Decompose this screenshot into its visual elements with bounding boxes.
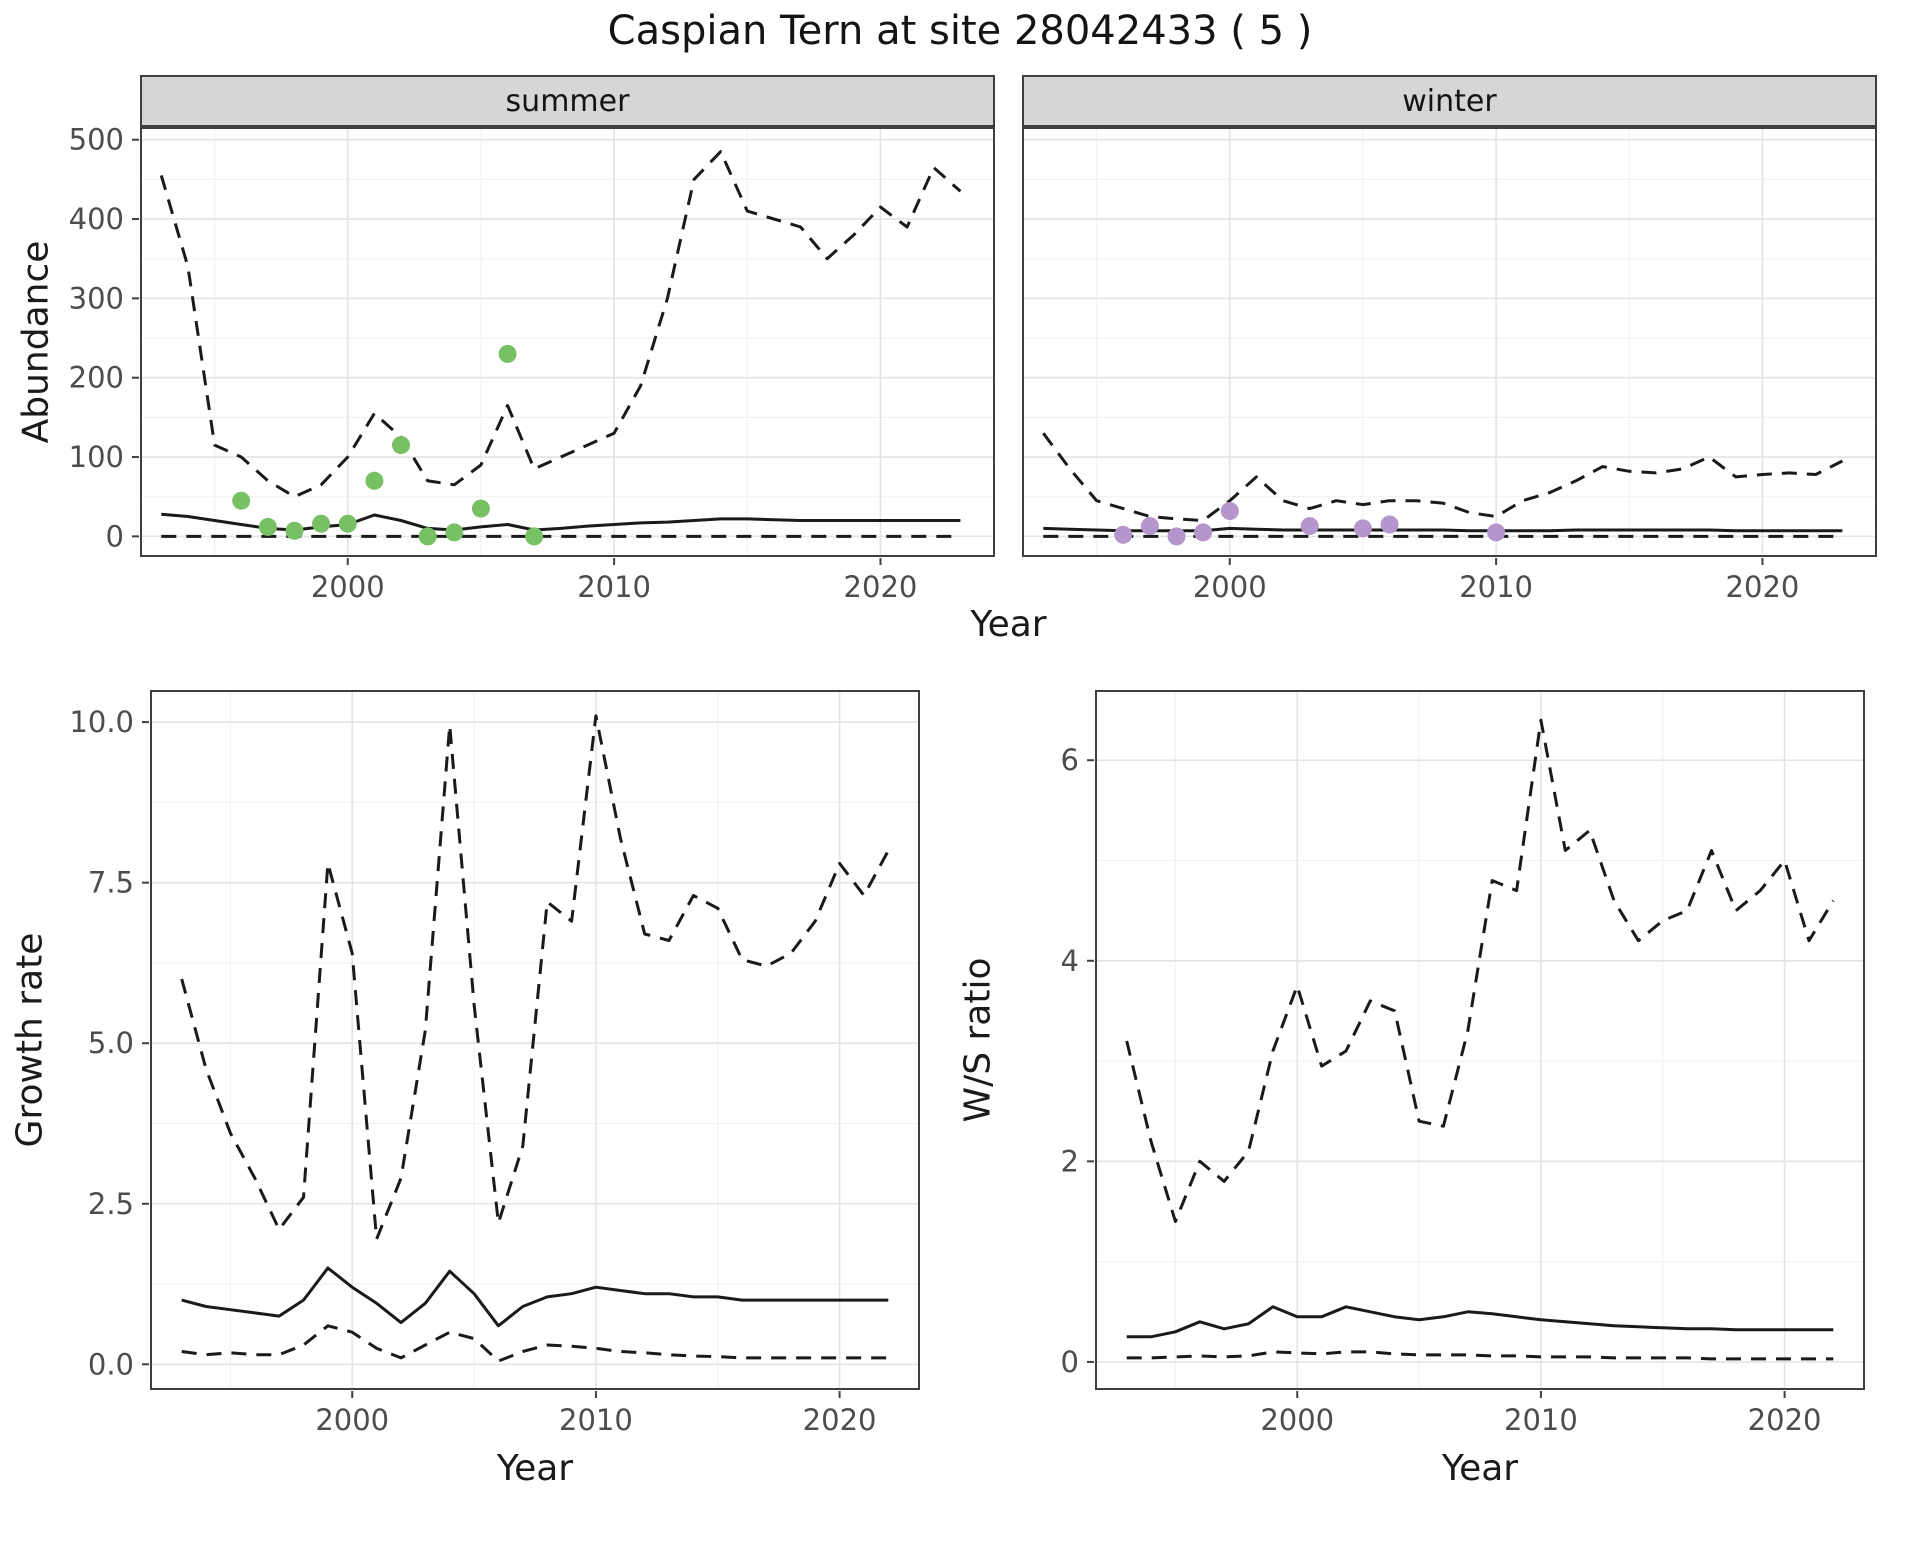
x-tick-label: 2010 xyxy=(559,1403,633,1437)
facet-strip-winter: winter xyxy=(1022,75,1877,127)
ws-ratio-x-axis-title: Year xyxy=(1441,1448,1519,1489)
abundance-axis-title: Abundance xyxy=(15,240,57,444)
grid-minor xyxy=(140,127,995,557)
facet-strip-winter-label: winter xyxy=(1402,83,1497,119)
observation-point xyxy=(445,523,464,542)
y-tick-label: 500 xyxy=(69,123,124,157)
summer-abundance-panel: 2000 2010 2020 0 100 200 300 400 500 xyxy=(69,123,995,604)
y-tick-label: 5.0 xyxy=(88,1026,134,1060)
panel-background xyxy=(140,127,995,557)
y-tick-label: 0 xyxy=(1061,1345,1079,1379)
series-upper-ci xyxy=(1125,718,1835,1223)
observation-point xyxy=(525,527,544,546)
observation-point xyxy=(1353,519,1372,538)
y-tick-label: 0.0 xyxy=(88,1347,134,1381)
panel-background xyxy=(150,690,920,1390)
series-lower-ci xyxy=(181,1324,889,1363)
x-tick-label: 2000 xyxy=(311,570,385,604)
x-tick-label: 2020 xyxy=(1726,570,1800,604)
panel-border xyxy=(1095,690,1865,1390)
growth-rate-x-axis-title: Year xyxy=(496,1448,574,1489)
winter-abundance-panel: 2000 2010 2020 xyxy=(1022,127,1877,604)
axis-ticks: 2000 2010 2020 0 100 200 300 400 500 xyxy=(69,123,918,604)
y-tick-label: 400 xyxy=(69,202,124,236)
y-tick-label: 7.5 xyxy=(88,866,134,900)
y-tick-label: 2 xyxy=(1061,1144,1079,1178)
observation-point xyxy=(1300,517,1319,536)
series-median xyxy=(1126,1305,1834,1339)
y-tick-label: 6 xyxy=(1061,743,1079,777)
y-tick-label: 300 xyxy=(69,281,124,315)
y-tick-label: 100 xyxy=(69,440,124,474)
summer-observations xyxy=(232,344,544,546)
y-tick-label: 10.0 xyxy=(69,705,134,739)
observation-point xyxy=(258,517,277,536)
grid-minor xyxy=(1022,127,1877,557)
x-tick-label: 2020 xyxy=(1748,1403,1822,1437)
grid-major xyxy=(1095,690,1865,1390)
observation-point xyxy=(498,344,517,363)
observation-point xyxy=(1487,523,1506,542)
series-upper-ci xyxy=(180,714,890,1241)
series-median xyxy=(181,1266,889,1328)
growth-rate-panel: 2000 2010 2020 0.0 2.5 5.0 7.5 10.0 xyxy=(69,690,920,1437)
chart-title: Caspian Tern at site 28042433 ( 5 ) xyxy=(607,8,1313,54)
x-tick-label: 2000 xyxy=(1193,570,1267,604)
observation-point xyxy=(392,436,410,455)
series-upper-ci xyxy=(159,150,962,499)
winter-observations xyxy=(1114,502,1506,546)
observation-point xyxy=(232,491,251,510)
ws-ratio-axis-title: W/S ratio xyxy=(957,957,999,1123)
y-tick-label: 200 xyxy=(69,361,124,395)
observation-point xyxy=(285,521,304,540)
y-tick-label: 0 xyxy=(106,519,124,553)
axis-ticks: 2000 2010 2020 xyxy=(1193,558,1800,604)
panel-background xyxy=(1022,127,1877,557)
panel-border xyxy=(150,690,920,1390)
grid-major xyxy=(1022,127,1877,557)
observation-point xyxy=(1380,515,1399,534)
ws-ratio-panel: 2000 2010 2020 0 2 4 6 xyxy=(1061,690,1865,1437)
x-tick-label: 2000 xyxy=(1260,1403,1334,1437)
panel-background xyxy=(1095,690,1865,1390)
x-tick-label: 2020 xyxy=(844,570,918,604)
observation-point xyxy=(1194,523,1213,542)
observation-point xyxy=(312,514,331,533)
facet-summer: summer 2000 2010 2020 0 100 200 300 400 500 xyxy=(69,75,995,604)
panel-border xyxy=(140,127,995,557)
observation-point xyxy=(1114,525,1133,544)
grid-major xyxy=(150,690,920,1390)
observation-point xyxy=(471,499,490,518)
observation-point xyxy=(1140,517,1159,536)
growth-rate-axis-title: Growth rate xyxy=(9,932,51,1148)
x-tick-label: 2000 xyxy=(315,1403,389,1437)
y-tick-label: 2.5 xyxy=(88,1187,134,1221)
facet-strip-summer: summer xyxy=(140,75,995,127)
axis-ticks: 2000 2010 2020 0.0 2.5 5.0 7.5 10.0 xyxy=(69,705,876,1437)
x-tick-label: 2010 xyxy=(1504,1403,1578,1437)
x-tick-label: 2010 xyxy=(1459,570,1533,604)
series-lower-ci xyxy=(1126,1350,1834,1361)
observation-point xyxy=(418,527,437,546)
facet-winter: winter 2000 2010 2020 xyxy=(1022,75,1877,604)
facet-strip-summer-label: summer xyxy=(505,83,630,119)
observation-point xyxy=(338,514,357,533)
observation-point xyxy=(365,471,384,490)
series-upper-ci xyxy=(1042,432,1844,522)
observation-point xyxy=(1167,527,1186,546)
grid-major xyxy=(140,127,995,557)
observation-point xyxy=(1220,502,1239,520)
grid-minor xyxy=(150,690,920,1390)
axis-ticks: 2000 2010 2020 0 2 4 6 xyxy=(1061,743,1822,1437)
y-tick-label: 4 xyxy=(1061,944,1079,978)
top-x-axis-title: Year xyxy=(970,604,1047,645)
grid-minor xyxy=(1095,690,1865,1390)
x-tick-label: 2010 xyxy=(577,570,651,604)
x-tick-label: 2020 xyxy=(803,1403,877,1437)
panel-border xyxy=(1022,127,1877,557)
